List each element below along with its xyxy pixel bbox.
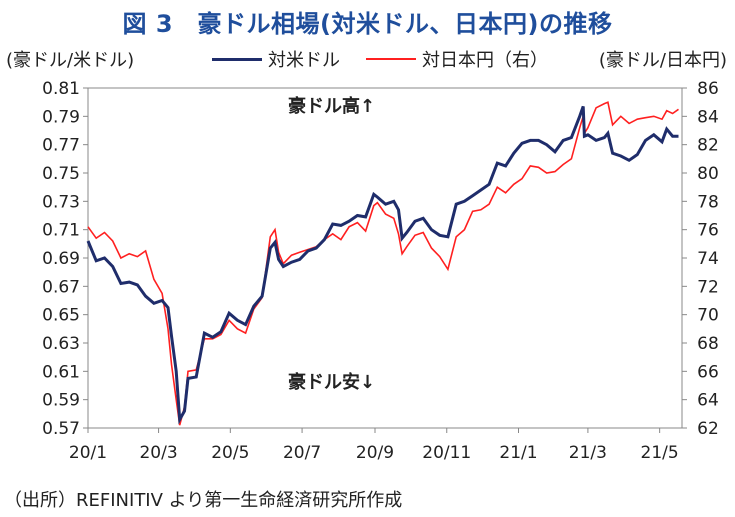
right-tick-label: 72 — [697, 277, 719, 297]
x-tick-label: 20/1 — [69, 443, 107, 463]
left-tick-label: 0.67 — [42, 277, 80, 297]
left-tick-label: 0.77 — [42, 136, 80, 156]
x-tick-label: 21/3 — [569, 443, 607, 463]
right-tick-label: 66 — [697, 362, 719, 382]
x-axis: 20/1 20/3 20/5 20/7 20/9 20/11 21/1 21/3 21/5 — [69, 428, 679, 463]
left-tick-label: 0.61 — [42, 362, 80, 382]
x-tick-label: 20/9 — [356, 443, 394, 463]
right-tick-label: 64 — [697, 391, 719, 411]
annotation-aud-strong: 豪ドル高↑ — [288, 95, 375, 117]
legend-label-jpy: 対日本円（右） — [422, 50, 548, 71]
legend: 対米ドル 対日本円（右） — [212, 46, 574, 72]
left-tick-label: 0.81 — [42, 79, 80, 99]
chart-title: 図 3 豪ドル相場(対米ドル、日本円)の推移 — [122, 10, 613, 38]
left-tick-label: 0.63 — [42, 334, 80, 354]
legend-item-jpy: 対日本円（右） — [366, 46, 548, 72]
left-axis-unit: (豪ドル/米ドル) — [6, 50, 135, 71]
legend-swatch-usd — [212, 57, 262, 61]
right-tick-label: 86 — [697, 79, 719, 99]
right-tick-label: 74 — [697, 249, 719, 269]
source-note: （出所）REFINITIV より第一生命経済研究所作成 — [4, 490, 403, 511]
left-tick-label: 0.73 — [42, 192, 80, 212]
left-tick-label: 0.69 — [42, 249, 80, 269]
x-tick-label: 20/5 — [211, 443, 249, 463]
legend-swatch-jpy — [366, 58, 416, 60]
right-tick-label: 70 — [697, 306, 719, 326]
x-tick-label: 21/1 — [499, 443, 537, 463]
x-tick-label: 20/3 — [139, 443, 177, 463]
right-axis: 86 84 82 80 78 76 74 72 70 68 66 64 62 — [682, 79, 719, 439]
left-axis: 0.81 0.79 0.77 0.75 0.73 0.71 0.69 0.67 0.65 0.63… — [42, 79, 88, 439]
right-tick-label: 76 — [697, 221, 719, 241]
annotation-aud-weak: 豪ドル安↓ — [288, 371, 375, 393]
right-tick-label: 62 — [697, 419, 719, 439]
right-axis-unit: (豪ドル/日本円) — [598, 50, 727, 71]
left-tick-label: 0.75 — [42, 164, 80, 184]
left-tick-label: 0.57 — [42, 419, 80, 439]
left-tick-label: 0.59 — [42, 391, 80, 411]
right-tick-label: 68 — [697, 334, 719, 354]
right-tick-label: 80 — [697, 164, 719, 184]
right-tick-label: 82 — [697, 136, 719, 156]
left-tick-label: 0.79 — [42, 107, 80, 127]
legend-item-usd: 対米ドル — [212, 46, 340, 72]
legend-label-usd: 対米ドル — [268, 50, 340, 71]
left-tick-label: 0.65 — [42, 306, 80, 326]
right-tick-label: 78 — [697, 192, 719, 212]
left-tick-label: 0.71 — [42, 221, 80, 241]
x-tick-label: 20/7 — [283, 443, 321, 463]
x-tick-label: 20/11 — [422, 443, 471, 463]
series-line-usd — [86, 105, 679, 425]
right-tick-label: 84 — [697, 107, 719, 127]
x-tick-label: 21/5 — [641, 443, 679, 463]
